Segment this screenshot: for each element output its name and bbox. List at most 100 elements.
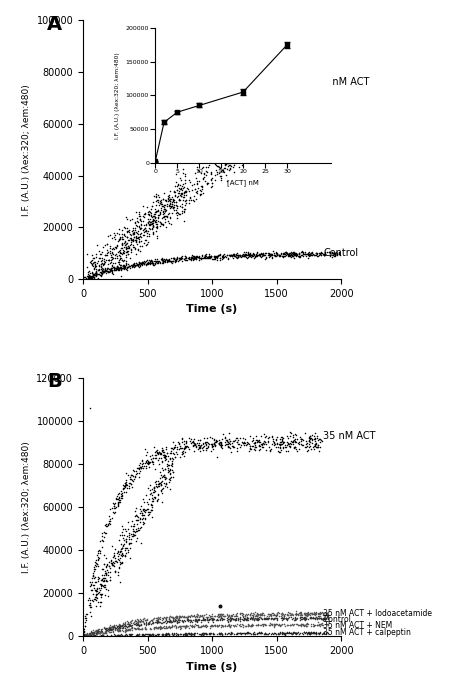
Point	[119, 261, 127, 271]
Point	[175, 615, 183, 626]
Point	[248, 128, 256, 139]
Point	[164, 462, 172, 473]
Point	[186, 612, 194, 623]
Point	[120, 230, 128, 241]
Point	[258, 613, 265, 624]
Point	[127, 630, 135, 641]
Point	[179, 202, 186, 213]
Point	[118, 242, 126, 253]
Point	[126, 624, 134, 635]
Point	[177, 253, 184, 263]
Point	[123, 213, 131, 224]
Point	[273, 607, 281, 618]
Point	[230, 619, 237, 630]
Point	[93, 586, 101, 596]
Point	[200, 619, 207, 630]
Point	[211, 439, 219, 450]
Point	[147, 216, 155, 227]
Point	[150, 441, 158, 452]
Point	[157, 448, 164, 459]
Point	[248, 250, 256, 261]
Point	[306, 431, 313, 441]
Point	[255, 136, 262, 147]
Point	[304, 249, 312, 260]
Point	[127, 473, 134, 484]
Point	[98, 542, 106, 553]
Point	[191, 253, 199, 264]
Point	[169, 455, 176, 466]
Point	[110, 500, 118, 511]
Point	[178, 253, 185, 264]
Point	[88, 259, 96, 269]
Point	[306, 249, 313, 260]
Point	[221, 433, 228, 443]
Point	[159, 255, 166, 265]
Point	[180, 442, 188, 453]
Point	[117, 557, 124, 568]
Point	[310, 250, 317, 261]
Point	[295, 608, 302, 619]
Point	[151, 622, 158, 633]
Point	[115, 264, 123, 275]
Point	[122, 244, 129, 255]
Point	[172, 197, 180, 208]
Point	[107, 246, 114, 257]
Point	[213, 253, 221, 263]
Point	[320, 613, 328, 624]
Point	[153, 494, 160, 505]
Point	[308, 247, 316, 258]
Point	[318, 618, 326, 629]
Point	[125, 620, 133, 631]
Point	[313, 248, 321, 259]
Point	[246, 148, 254, 159]
Point	[293, 87, 301, 97]
Point	[243, 439, 251, 450]
Point	[88, 629, 96, 640]
Point	[166, 199, 174, 210]
Point	[306, 613, 314, 624]
Point	[255, 614, 263, 625]
Point	[245, 250, 252, 261]
Point	[218, 628, 225, 638]
Point	[193, 615, 201, 626]
Point	[183, 629, 191, 640]
Point	[190, 253, 197, 264]
Point	[319, 613, 327, 624]
Point	[270, 613, 278, 624]
Point	[168, 218, 175, 229]
Point	[129, 530, 137, 541]
Point	[302, 613, 310, 624]
Point	[286, 427, 293, 437]
Point	[311, 250, 319, 261]
Point	[205, 611, 212, 622]
Point	[121, 480, 129, 491]
Point	[166, 621, 173, 632]
Point	[121, 478, 129, 489]
Point	[284, 439, 292, 450]
Point	[201, 615, 209, 626]
Point	[117, 246, 124, 257]
Point	[111, 230, 118, 240]
Point	[173, 611, 180, 621]
Point	[122, 255, 129, 266]
Point	[272, 120, 280, 131]
Point	[102, 561, 110, 572]
Point	[290, 253, 298, 263]
Point	[122, 625, 130, 636]
Point	[124, 630, 131, 640]
Point	[250, 154, 258, 165]
Point	[197, 441, 204, 452]
Point	[205, 613, 213, 624]
Point	[94, 571, 101, 582]
Point	[119, 259, 127, 270]
Point	[237, 252, 245, 263]
Point	[310, 626, 318, 637]
Point	[309, 609, 316, 619]
Point	[131, 261, 139, 271]
Point	[158, 617, 165, 628]
Point	[156, 257, 164, 268]
Point	[141, 630, 148, 641]
Point	[215, 437, 222, 448]
Point	[197, 439, 204, 450]
Point	[135, 615, 142, 626]
